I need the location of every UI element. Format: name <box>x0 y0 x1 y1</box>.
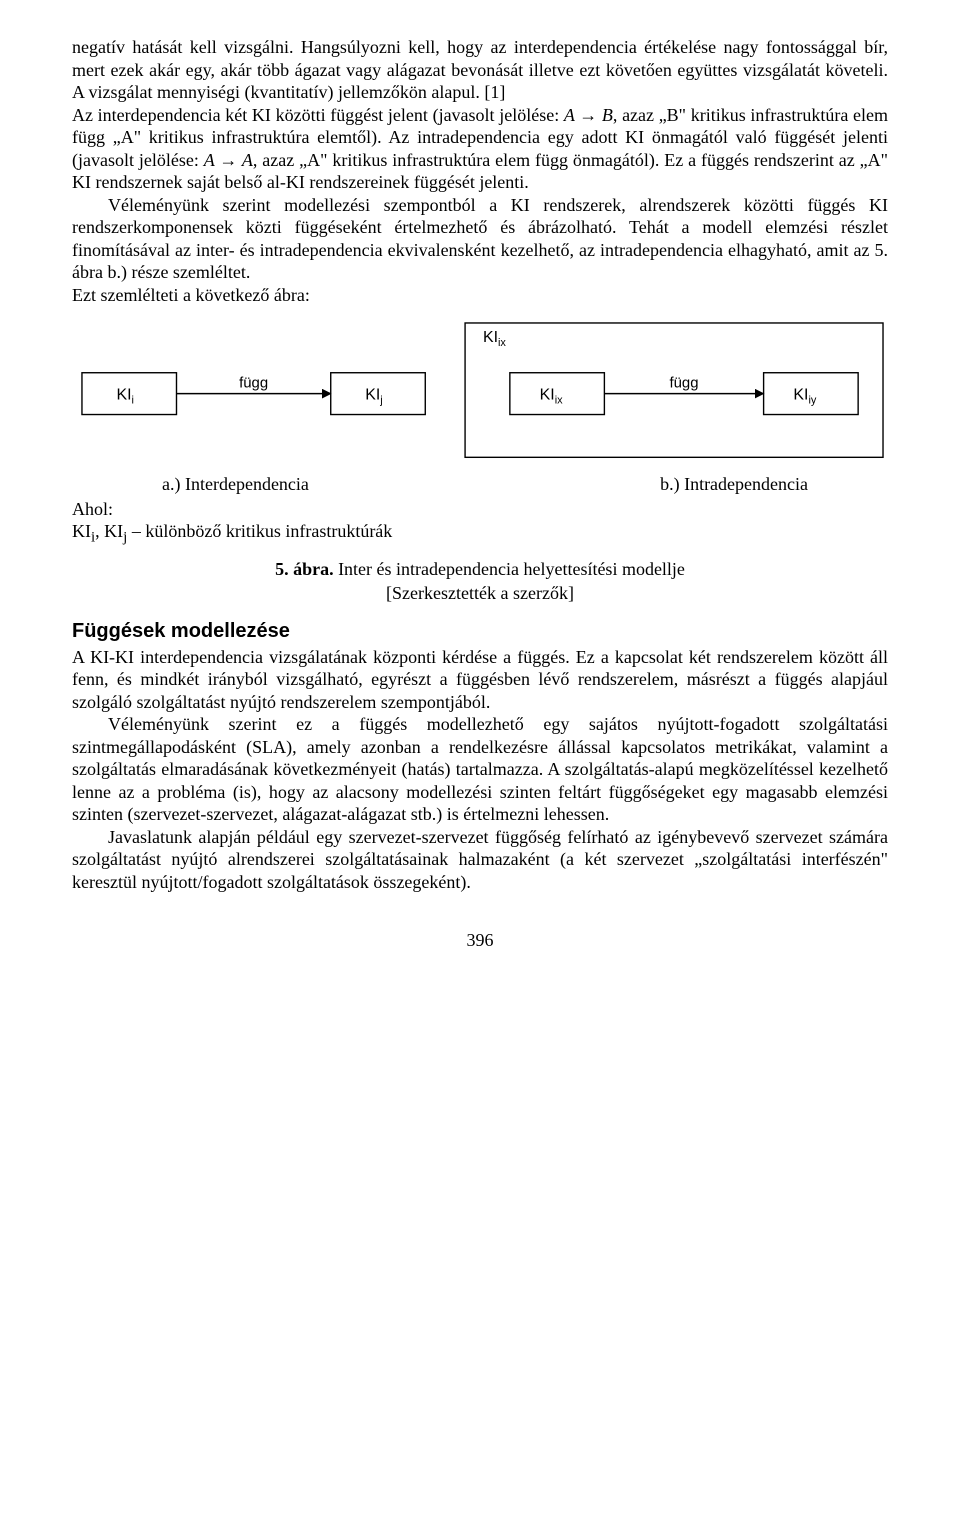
svg-text:KIi: KIi <box>117 387 134 407</box>
figure-5: KIiKIjfüggKIixKIixKIiyfügg <box>72 318 888 467</box>
paragraph-1: negatív hatását kell vizsgálni. Hangsúly… <box>72 36 888 104</box>
paragraph-7: Javaslatunk alapján például egy szerveze… <box>72 826 888 894</box>
svg-text:KIix: KIix <box>483 329 506 349</box>
caption-a: a.) Interdependencia <box>162 473 309 496</box>
figure-5-title-rest: Inter és intradependencia helyettesítési… <box>334 559 685 579</box>
p2-a: Az interdependencia két KI közötti függé… <box>72 105 564 125</box>
p2-formula-1: A → B <box>564 105 613 125</box>
figure-5-title-bold: 5. ábra. <box>275 559 334 579</box>
figure-5-source: [Szerkesztették a szerzők] <box>72 582 888 605</box>
figure-5-title: 5. ábra. Inter és intradependencia helye… <box>72 558 888 581</box>
p2-formula-2: A → A <box>204 150 253 170</box>
section-heading: Függések modellezése <box>72 619 888 644</box>
caption-b: b.) Intradependencia <box>660 473 808 496</box>
paragraph-6: Véleményünk szerint ez a függés modellez… <box>72 713 888 826</box>
paragraph-2: Az interdependencia két KI közötti függé… <box>72 104 888 194</box>
paragraph-4: Ezt szemlélteti a következő ábra: <box>72 284 888 307</box>
ahol-label: Ahol: <box>72 498 888 521</box>
page: negatív hatását kell vizsgálni. Hangsúly… <box>0 0 960 1010</box>
figure-5-svg: KIiKIjfüggKIixKIixKIiyfügg <box>72 318 888 467</box>
paragraph-5: A KI-KI interdependencia vizsgálatának k… <box>72 646 888 714</box>
svg-text:függ: függ <box>239 375 268 392</box>
svg-text:függ: függ <box>669 375 698 392</box>
figure-5-caption-row: a.) Interdependencia b.) Intradependenci… <box>72 473 888 496</box>
svg-text:KIj: KIj <box>365 387 382 407</box>
paragraph-3: Véleményünk szerint modellezési szempont… <box>72 194 888 284</box>
ahol-description: KIi, KIj – különböző kritikus infrastruk… <box>72 520 888 547</box>
page-number: 396 <box>72 929 888 952</box>
